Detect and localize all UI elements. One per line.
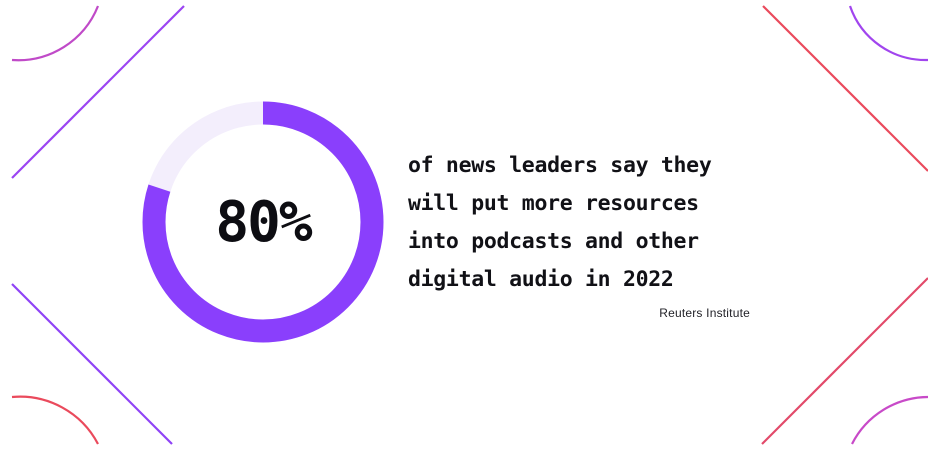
statement-line-1: of news leaders say they (408, 153, 712, 178)
statement-line-3: into podcasts and other (408, 229, 699, 254)
decor-line-top-left (11, 5, 185, 179)
donut-chart (142, 101, 384, 343)
decor-line-top-right (762, 5, 928, 172)
statement-line-4: digital audio in 2022 (408, 267, 674, 292)
decor-arc-top-right (848, 5, 928, 62)
decor-arc-bottom-right (851, 395, 928, 445)
percentage-value: 80% (215, 189, 312, 255)
decor-arc-bottom-left (11, 395, 99, 445)
statement-line-2: will put more resources (408, 191, 699, 216)
statement-text: of news leaders say they will put more r… (408, 147, 828, 299)
decor-arc-top-left (11, 5, 100, 62)
decor-line-bottom-left (11, 283, 173, 445)
source-credit: Reuters Institute (659, 306, 750, 320)
donut-value-segment (142, 101, 384, 343)
decor-line-bottom-right (761, 277, 928, 445)
